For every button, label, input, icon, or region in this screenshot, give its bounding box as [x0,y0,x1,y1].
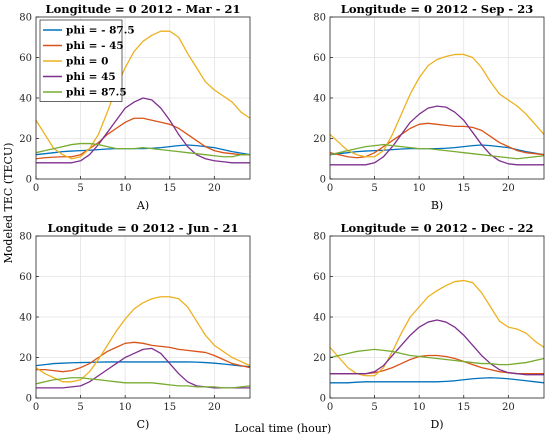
x-tick-label: 20 [502,402,515,413]
panel-label: D) [430,418,443,431]
chart-panels: 0 5 10 15 20 0 20 40 60 80 Longitude = 0 2012 - Ma… [19,2,545,431]
y-tick-label: 20 [19,134,32,145]
x-tick-label: 10 [413,402,426,413]
y-tick-label: 0 [320,394,326,405]
y-tick-label: 40 [313,94,326,105]
x-tick-label: 5 [371,183,377,194]
legend-label: phi = 45 [66,71,116,83]
x-tick-label: 20 [502,183,515,194]
panel-title: Longitude = 0 2012 - Sep - 23 [341,2,533,16]
legend-label: phi = 87.5 [66,87,127,99]
legend-label: phi = - 45 [66,40,124,52]
y-tick-label: 60 [313,272,326,283]
y-tick-label: 80 [19,13,32,24]
y-tick-label: 0 [26,394,32,405]
series-line-3 [35,296,251,383]
series-line-5 [329,348,545,366]
y-tick-label: 20 [313,134,326,145]
series-line-2 [36,341,251,373]
y-tick-label: 60 [19,53,32,64]
x-tick-label: 5 [371,402,377,413]
series-line-1 [35,361,251,368]
legend: phi = - 87.5 phi = - 45 phi = 0 phi = 45 phi… [39,19,135,102]
series-line-4 [36,97,250,164]
y-tick-label: 0 [26,175,32,186]
y-axis-label: Modeled TEC (TECU) [2,143,15,264]
legend-label: phi = 0 [66,56,108,68]
series-line-1 [35,144,251,156]
chart-panel-1: 0 5 10 15 20 0 20 40 60 80 Longitude = 0 2012 - Ma… [19,2,251,212]
series-line-5 [329,143,545,160]
panel-label: C) [137,418,150,431]
x-tick-label: 15 [163,183,176,194]
y-tick-label: 20 [19,353,32,364]
chart-panel-2: 0 5 10 15 20 0 20 40 60 80 Longitude = 0 2012 - Se… [313,2,545,212]
series-line-3 [35,30,251,160]
y-tick-label: 80 [19,232,32,243]
series-line-1 [329,144,545,156]
series-line-3 [329,53,545,158]
y-tick-label: 40 [19,313,32,324]
x-tick-label: 20 [208,183,221,194]
y-tick-label: 20 [313,353,326,364]
series-line-3 [329,279,545,377]
chart-panel-3: 0 5 10 15 20 0 20 40 60 80 Longitude = 0 2012 - Ju… [19,221,251,431]
x-tick-label: 0 [327,183,333,194]
y-tick-label: 40 [19,94,32,105]
y-tick-label: 0 [320,175,326,186]
panel-label: A) [136,199,149,212]
panel-title: Longitude = 0 2012 - Mar - 21 [45,2,240,16]
x-tick-label: 15 [457,183,470,194]
x-tick-label: 10 [413,183,426,194]
x-tick-label: 15 [457,402,470,413]
panel-label: B) [431,199,443,212]
y-tick-label: 80 [313,13,326,24]
x-axis-label: Local time (hour) [235,422,332,435]
series-line-1 [330,377,545,384]
x-tick-label: 15 [163,402,176,413]
y-tick-label: 40 [313,313,326,324]
x-tick-label: 10 [119,402,132,413]
series-line-5 [35,377,251,389]
chart-panel-4: 0 5 10 15 20 0 20 40 60 80 Longitude = 0 2012 - De… [313,221,545,431]
y-tick-label: 60 [313,53,326,64]
panel-title: Longitude = 0 2012 - Jun - 21 [48,221,239,235]
x-tick-label: 0 [327,402,333,413]
series-line-2 [35,117,250,160]
series-line-4 [36,347,250,389]
x-tick-label: 5 [77,402,83,413]
x-tick-label: 0 [33,402,39,413]
series-line-5 [35,142,250,158]
x-tick-label: 10 [119,183,132,194]
y-tick-label: 80 [313,232,326,243]
x-tick-label: 5 [77,183,83,194]
panel-title: Longitude = 0 2012 - Dec - 22 [340,221,533,235]
series-line-4 [330,319,544,376]
y-tick-label: 60 [19,272,32,283]
x-tick-label: 0 [33,183,39,194]
legend-label: phi = - 87.5 [66,25,135,37]
x-tick-label: 20 [208,402,221,413]
series-line-4 [330,105,544,166]
